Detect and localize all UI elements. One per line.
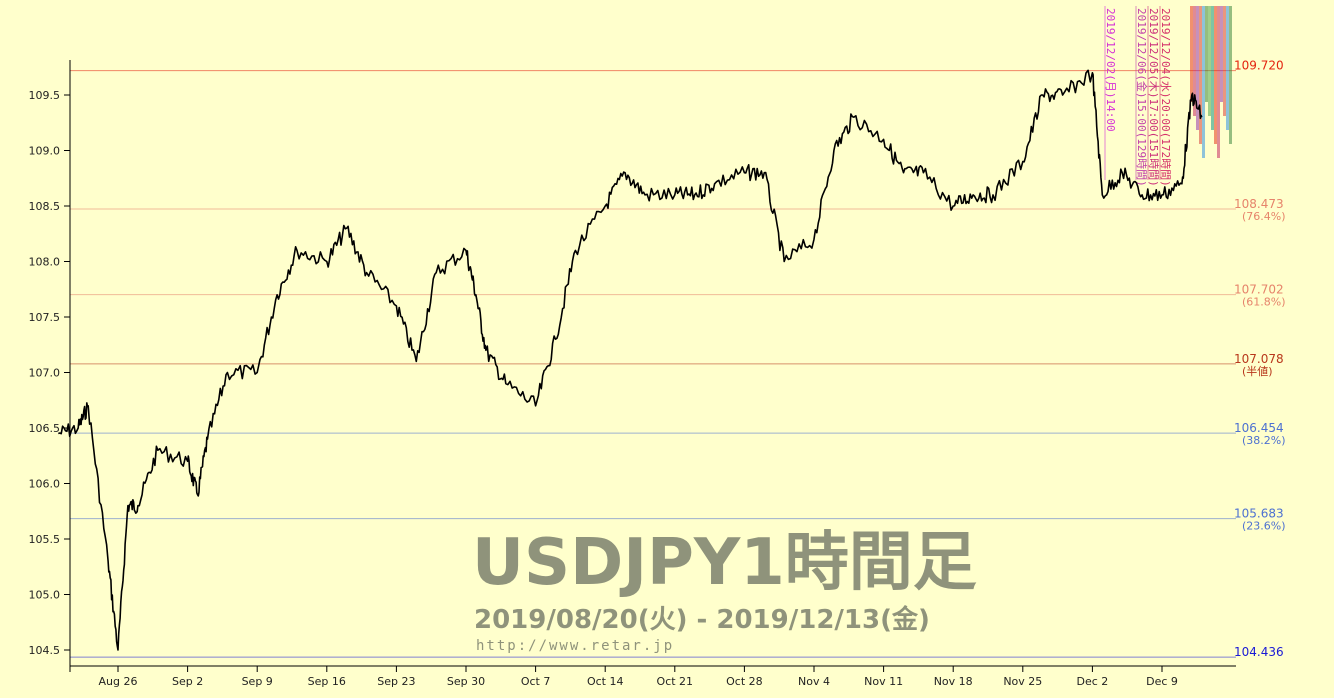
x-tick-label: Oct 21 [657, 675, 694, 688]
level-value: 108.473 [1234, 197, 1284, 211]
y-tick-label: 108.5 [29, 200, 61, 213]
x-tick-label: Oct 7 [521, 675, 551, 688]
x-tick-label: Sep 23 [377, 675, 415, 688]
x-tick-label: Dec 9 [1146, 675, 1178, 688]
level-percent: (61.8%) [1242, 296, 1286, 309]
annotation-marker [1226, 6, 1229, 130]
y-tick-label: 109.0 [29, 145, 61, 158]
y-tick-label: 106.0 [29, 478, 61, 491]
x-tick-label: Sep 9 [242, 675, 273, 688]
x-tick-label: Nov 25 [1003, 675, 1042, 688]
y-tick-label: 106.5 [29, 422, 61, 435]
level-percent: (23.6%) [1242, 520, 1286, 533]
y-ticks: 104.5 105.0 105.5 106.0 106.5 107.0 107.5 108.0… [29, 89, 70, 657]
time-annotations: 2019/12/02(月)14:00 2019/12/06(金)15:00(129… [1104, 6, 1232, 187]
axes [69, 60, 1236, 672]
x-tick-label: Nov 11 [864, 675, 903, 688]
y-tick-label: 105.5 [29, 533, 61, 546]
annotation-marker [1190, 6, 1193, 102]
level-value: 109.720 [1234, 59, 1284, 73]
chart-title: USDJPY1時間足 [472, 526, 977, 600]
level-value: 107.078 [1234, 352, 1284, 366]
level-percent: (76.4%) [1242, 210, 1286, 223]
y-tick-label: 108.0 [29, 256, 61, 269]
x-tick-label: Nov 18 [934, 675, 973, 688]
y-tick-label: 107.0 [29, 367, 61, 380]
annotation-marker [1199, 6, 1202, 144]
annotation-text: 2019/12/05(木)17:00(151時間) [1147, 8, 1160, 187]
level-percent: (半値) [1242, 364, 1273, 378]
level-value: 107.702 [1234, 283, 1284, 297]
level-value: 104.436 [1234, 645, 1284, 659]
annotation-marker [1196, 6, 1199, 130]
annotation-text: 2019/12/02(月)14:00 [1104, 8, 1117, 132]
annotation-marker [1214, 6, 1217, 144]
fibonacci-levels: 109.720 108.473(76.4%) 107.702(61.8%) 107.0… [70, 59, 1286, 659]
y-tick-label: 107.5 [29, 311, 61, 324]
annotation-marker [1211, 6, 1214, 130]
annotation-marker [1202, 6, 1205, 158]
annotation-marker [1208, 6, 1211, 116]
level-value: 106.454 [1234, 421, 1284, 435]
price-series-line [58, 69, 1203, 651]
annotation-marker [1217, 6, 1220, 158]
y-tick-label: 104.5 [29, 644, 61, 657]
annotation-text: 2019/12/06(金)15:00(129時間) [1135, 8, 1149, 187]
annotation-marker [1220, 6, 1223, 102]
annotation-marker [1193, 6, 1196, 116]
annotation-text: 2019/12/04(水)20:00(172時間) [1159, 8, 1172, 187]
x-tick-label: Nov 4 [798, 675, 830, 688]
level-value: 105.683 [1234, 507, 1284, 521]
y-tick-label: 105.0 [29, 589, 61, 602]
y-tick-label: 109.5 [29, 89, 61, 102]
x-tick-label: Sep 16 [308, 675, 346, 688]
x-tick-label: Oct 14 [587, 675, 624, 688]
annotation-marker [1205, 6, 1208, 102]
chart-subtitle: 2019/08/20(火) - 2019/12/13(金) [474, 604, 930, 635]
x-tick-label: Sep 2 [172, 675, 203, 688]
x-tick-label: Sep 30 [447, 675, 485, 688]
x-tick-label: Oct 28 [726, 675, 763, 688]
annotation-marker [1223, 6, 1226, 116]
annotation-marker [1229, 6, 1232, 144]
level-percent: (38.2%) [1242, 434, 1286, 447]
source-url: http://www.retar.jp [476, 638, 674, 654]
x-tick-label: Dec 2 [1077, 675, 1109, 688]
x-tick-label: Aug 26 [99, 675, 138, 688]
x-ticks: Aug 26 Sep 2 Sep 9 Sep 16 Sep 23 Sep 30 Oct 7 O… [99, 666, 1178, 688]
watermark: USDJPY1時間足 2019/08/20(火) - 2019/12/13(金)… [472, 526, 977, 654]
